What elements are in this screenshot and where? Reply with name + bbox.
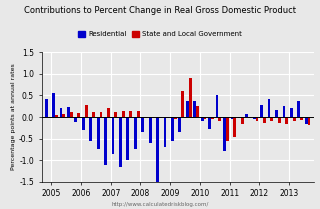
Bar (152, 117, 155, 118)
Bar (85, 105, 88, 117)
Bar (211, 117, 214, 119)
Bar (201, 117, 204, 121)
Bar (181, 91, 184, 117)
Bar (75, 117, 77, 122)
Bar (166, 117, 169, 118)
Bar (256, 117, 259, 121)
Bar (141, 117, 144, 132)
Bar (196, 106, 199, 117)
Bar (92, 112, 95, 117)
Bar (297, 101, 300, 117)
Bar (45, 99, 48, 117)
Bar (238, 117, 241, 118)
Bar (241, 117, 244, 124)
Bar (216, 96, 219, 117)
Bar (67, 107, 70, 117)
Bar (115, 112, 117, 117)
Bar (149, 117, 152, 143)
Bar (305, 117, 308, 124)
Bar (100, 112, 102, 117)
Bar (144, 117, 147, 118)
Bar (226, 117, 229, 141)
Y-axis label: Percentage points at annual rates: Percentage points at annual rates (11, 64, 16, 170)
Bar (230, 117, 233, 119)
Bar (260, 105, 263, 117)
Bar (283, 106, 285, 117)
Bar (253, 117, 256, 119)
Bar (293, 117, 296, 121)
Bar (179, 117, 181, 132)
Bar (300, 117, 303, 120)
Bar (193, 101, 196, 117)
Bar (174, 117, 177, 119)
Bar (204, 117, 206, 119)
Bar (171, 117, 174, 141)
Bar (164, 117, 166, 147)
Bar (62, 113, 65, 117)
Bar (89, 117, 92, 141)
Bar (122, 111, 125, 117)
Bar (156, 117, 159, 182)
Bar (233, 117, 236, 137)
Bar (55, 115, 58, 117)
Bar (186, 101, 189, 117)
Bar (263, 117, 266, 123)
Legend: Residential, State and Local Government: Residential, State and Local Government (76, 29, 244, 40)
Bar (268, 99, 270, 117)
Bar (134, 117, 137, 149)
Bar (137, 111, 140, 117)
Bar (245, 113, 248, 117)
Bar (285, 117, 288, 124)
Bar (52, 93, 55, 117)
Bar (248, 117, 251, 118)
Bar (112, 117, 115, 154)
Text: Contributions to Percent Change in Real Gross Domestic Product: Contributions to Percent Change in Real … (24, 6, 296, 15)
Bar (119, 117, 122, 167)
Bar (308, 117, 310, 125)
Bar (189, 78, 192, 117)
Bar (219, 117, 221, 121)
Bar (97, 117, 100, 149)
Bar (159, 117, 162, 118)
Bar (208, 117, 211, 129)
Bar (107, 108, 110, 117)
Bar (223, 117, 226, 151)
Text: http://www.calculatedriskblog.com/: http://www.calculatedriskblog.com/ (111, 202, 209, 207)
Bar (275, 110, 278, 117)
Bar (129, 111, 132, 117)
Bar (126, 117, 129, 160)
Bar (290, 108, 293, 117)
Bar (70, 112, 73, 117)
Bar (60, 108, 62, 117)
Bar (104, 117, 107, 164)
Bar (48, 117, 50, 118)
Bar (82, 117, 85, 130)
Bar (270, 117, 273, 121)
Bar (278, 117, 281, 123)
Bar (77, 113, 80, 117)
